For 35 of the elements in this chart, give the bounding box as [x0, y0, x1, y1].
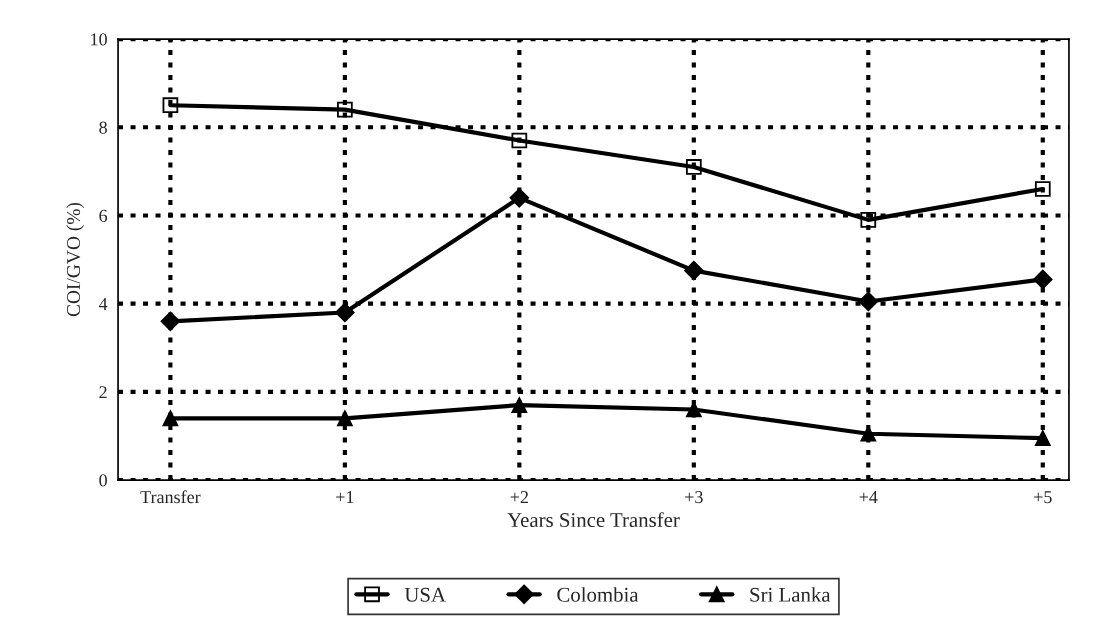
point — [337, 101, 353, 118]
y-tick-label: 4 — [98, 298, 108, 310]
x-axis-title: Years Since Transfer — [507, 512, 680, 528]
point — [160, 311, 181, 332]
point — [1034, 430, 1051, 447]
x-tick-label: +5 — [1034, 491, 1052, 504]
point — [509, 188, 530, 208]
y-tick-label: 0 — [99, 474, 107, 487]
legend-label: USA — [404, 587, 446, 602]
point — [511, 397, 528, 413]
legend-label: Colombia — [557, 587, 639, 602]
x-tick-label: +4 — [859, 491, 878, 504]
y-tick-label: 6 — [99, 209, 108, 222]
point — [858, 291, 879, 312]
x-tick-label: +1 — [336, 491, 354, 504]
point — [685, 159, 702, 175]
point — [511, 132, 528, 149]
x-tick-label: +3 — [685, 491, 703, 504]
y-tick-label: 2 — [99, 386, 107, 399]
y-axis-title: COI/GVO (%) — [66, 202, 85, 317]
y-tick-label: 10 — [91, 33, 107, 46]
point — [685, 401, 702, 418]
point — [860, 425, 877, 442]
point — [1033, 269, 1053, 290]
point — [337, 410, 353, 427]
point — [860, 212, 877, 228]
point — [162, 410, 179, 427]
point — [162, 97, 179, 114]
point — [335, 302, 355, 323]
x-tick-label: +2 — [510, 491, 528, 504]
y-tick-label: 8 — [99, 121, 107, 134]
point — [684, 260, 704, 281]
legend-label: Sri Lanka — [750, 587, 831, 602]
point — [1034, 181, 1051, 197]
x-tick-label: Transfer — [140, 490, 201, 504]
